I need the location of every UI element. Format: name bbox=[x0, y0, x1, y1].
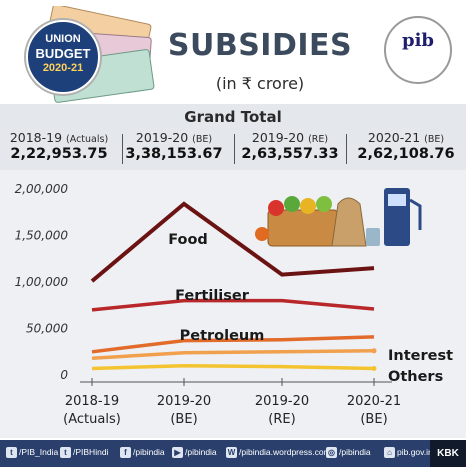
series-point bbox=[371, 366, 377, 371]
grand-total-col: 2019-20 (BE) 3,38,153.67 bbox=[117, 130, 231, 162]
budget-badge bbox=[26, 20, 100, 94]
footer: t/PIB_India t/PIBHindi f/pibindia ▶/pibindi… bbox=[0, 440, 466, 467]
x-tick-label: (Actuals) bbox=[63, 412, 121, 427]
food-basket-icon bbox=[255, 196, 339, 247]
twitter-icon: t bbox=[60, 447, 71, 459]
grand-total-col: 2020-21 (BE) 2,62,108.76 bbox=[349, 130, 463, 162]
footer-link-label: /pibindia bbox=[133, 447, 165, 457]
divider bbox=[346, 134, 347, 164]
kbk-brand: KBK bbox=[430, 440, 466, 467]
y-tick-label: 0 bbox=[60, 368, 68, 382]
budget-logo-line-3: 2020-21 bbox=[42, 62, 84, 74]
instagram-icon: ◎ bbox=[326, 447, 337, 459]
x-tick-label: (RE) bbox=[268, 412, 295, 427]
grand-total-value: 2,62,108.76 bbox=[357, 146, 455, 162]
page-title: SUBSIDIES bbox=[167, 28, 353, 63]
footer-link-label: /pibindia bbox=[185, 447, 217, 457]
grand-total-year: 2019-20 (RE) bbox=[251, 130, 329, 145]
wordpress-icon: W bbox=[226, 447, 237, 459]
divider bbox=[122, 134, 123, 164]
y-tick-label: 2,00,000 bbox=[15, 182, 69, 196]
fuel-pump-icon bbox=[366, 188, 422, 246]
facebook-icon: f bbox=[120, 447, 131, 459]
series-line-petroleum bbox=[91, 335, 375, 354]
footer-link[interactable]: ▶/pibindia bbox=[172, 447, 217, 459]
series-lines bbox=[90, 201, 377, 371]
x-tick-label: 2020-21 bbox=[347, 394, 401, 409]
budget-logo-line-2: BUDGET bbox=[35, 46, 91, 61]
divider bbox=[234, 134, 235, 164]
grain-sack-icon bbox=[331, 197, 367, 247]
footer-link-label: /PIBHindi bbox=[73, 447, 109, 457]
youtube-icon: ▶ bbox=[172, 447, 183, 459]
series-label-petroleum: Petroleum bbox=[180, 328, 265, 344]
series-line-others bbox=[91, 363, 375, 371]
budget-logo: UNION BUDGET 2020-21 bbox=[8, 4, 158, 104]
footer-link-label: /PIB_India bbox=[19, 447, 59, 457]
series-label-interest: Interest bbox=[388, 348, 453, 364]
footer-link[interactable]: ◎/pibindia bbox=[326, 447, 371, 459]
twitter-icon: t bbox=[6, 447, 17, 459]
y-tick-label: 1,50,000 bbox=[15, 229, 69, 243]
x-tick-label: 2019-20 bbox=[157, 394, 211, 409]
grand-total-year: 2020-21 (BE) bbox=[367, 130, 445, 145]
series-label-others: Others bbox=[388, 369, 443, 385]
series-line-fertiliser bbox=[91, 298, 375, 312]
x-tick-label: 2018-19 bbox=[65, 394, 119, 409]
grand-total-panel: Grand Total 2018-19 (Actuals) 2,22,953.7… bbox=[0, 104, 466, 170]
x-tick-label: (BE) bbox=[360, 412, 387, 427]
footer-link-label: /pibindia.wordpress.com bbox=[239, 447, 331, 457]
footer-link[interactable]: t/PIB_India bbox=[6, 447, 59, 459]
x-tick-label: 2019-20 bbox=[255, 394, 309, 409]
series-label-food: Food bbox=[168, 232, 208, 248]
footer-link[interactable]: W/pibindia.wordpress.com bbox=[226, 447, 331, 459]
grand-total-year: 2018-19 (Actuals) bbox=[9, 130, 109, 145]
grand-total-col: 2018-19 (Actuals) 2,22,953.75 bbox=[2, 130, 116, 162]
y-axis: 0 50,000 1,00,000 1,50,000 2,00,000 bbox=[15, 182, 69, 382]
grand-total-value: 2,22,953.75 bbox=[10, 146, 108, 162]
budget-logo-line-1: UNION bbox=[45, 33, 81, 45]
series-labels: Food Fertiliser Petroleum Interest Others bbox=[168, 232, 453, 385]
series-line-food bbox=[90, 201, 375, 283]
series-label-fertiliser: Fertiliser bbox=[175, 288, 250, 304]
page-subtitle: (in ₹ crore) bbox=[215, 74, 305, 93]
grand-total-col: 2019-20 (RE) 2,63,557.33 bbox=[233, 130, 347, 162]
subsidies-line-chart: 0 50,000 1,00,000 1,50,000 2,00,000 2018-19 (… bbox=[15, 182, 454, 427]
grand-total-year: 2019-20 (BE) bbox=[135, 130, 213, 145]
x-axis: 2018-19 (Actuals) 2019-20 (BE) 2019-20 (RE) 20… bbox=[63, 378, 401, 427]
footer-link[interactable]: f/pibindia bbox=[120, 447, 165, 459]
grand-total-title: Grand Total bbox=[184, 108, 282, 126]
series-point bbox=[371, 348, 377, 354]
series-line-interest bbox=[91, 349, 375, 361]
header: UNION BUDGET 2020-21 SUBSIDIES (in ₹ cro… bbox=[0, 0, 466, 104]
footer-link-label: pib.gov.in bbox=[397, 447, 433, 457]
footer-link[interactable]: ⌂ pib.gov.in bbox=[384, 447, 433, 459]
x-tick-label: (BE) bbox=[170, 412, 197, 427]
footer-link[interactable]: t/PIBHindi bbox=[60, 447, 109, 459]
pib-logo-icon bbox=[384, 16, 452, 84]
grand-total-value: 2,63,557.33 bbox=[241, 146, 339, 162]
footer-link-label: /pibindia bbox=[339, 447, 371, 457]
web-icon: ⌂ bbox=[384, 447, 395, 459]
pib-logo-text: pib bbox=[401, 30, 434, 51]
grand-total-value: 3,38,153.67 bbox=[125, 146, 223, 162]
y-tick-label: 1,00,000 bbox=[15, 275, 69, 289]
y-tick-label: 50,000 bbox=[26, 322, 68, 336]
